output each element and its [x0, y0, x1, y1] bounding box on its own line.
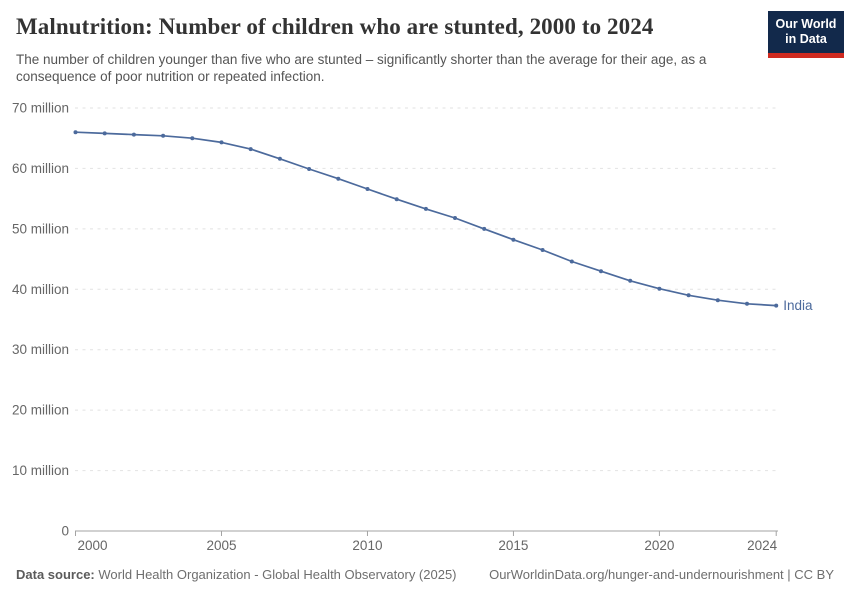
data-point[interactable]	[686, 293, 691, 298]
x-axis-tick-label: 2015	[498, 538, 528, 553]
owid-logo-line2: in Data	[785, 32, 827, 46]
data-point[interactable]	[277, 156, 282, 161]
y-axis-tick-label: 50 million	[12, 221, 69, 236]
y-axis-tick-label: 30 million	[12, 342, 69, 357]
data-point[interactable]	[482, 226, 487, 231]
footer: Data source: World Health Organization -…	[16, 567, 834, 582]
data-point[interactable]	[161, 133, 166, 138]
data-point[interactable]	[774, 303, 779, 308]
owid-logo[interactable]: Our World in Data	[768, 11, 844, 58]
y-axis-tick-label: 20 million	[12, 403, 69, 418]
data-point[interactable]	[423, 206, 428, 211]
data-source-value: World Health Organization - Global Healt…	[94, 567, 457, 582]
data-point[interactable]	[102, 131, 107, 136]
x-axis-tick-label: 2005	[206, 538, 236, 553]
x-axis-tick-label: 2024	[747, 538, 778, 553]
data-point[interactable]	[73, 130, 78, 135]
chart-title: Malnutrition: Number of children who are…	[16, 14, 654, 39]
data-point[interactable]	[599, 269, 603, 274]
x-axis-tick-label: 2000	[78, 538, 108, 553]
data-point[interactable]	[248, 147, 253, 152]
y-axis-tick-label: 70 million	[12, 101, 69, 116]
data-point[interactable]	[307, 167, 312, 171]
x-axis-tick-label: 2020	[644, 538, 674, 553]
y-axis-tick-label: 10 million	[12, 463, 69, 478]
data-point[interactable]	[131, 132, 136, 137]
y-axis-tick-label: 60 million	[12, 161, 69, 176]
series-india[interactable]: India	[73, 130, 813, 313]
y-axis-tick-label: 0	[61, 524, 69, 539]
x-axis-tick-label: 2010	[352, 538, 382, 553]
data-point[interactable]	[336, 176, 341, 181]
data-point[interactable]	[511, 237, 516, 242]
data-point[interactable]	[394, 197, 399, 202]
owid-url-link[interactable]: OurWorldinData.org/hunger-and-undernouri…	[489, 567, 834, 582]
data-source-note: Data source: World Health Organization -…	[16, 567, 457, 582]
data-point[interactable]	[745, 301, 749, 306]
data-point[interactable]	[657, 286, 662, 291]
y-axis-labels: 0 10 million 20 million 30 million 40 millio…	[12, 101, 69, 539]
gridlines	[75, 107, 778, 472]
data-line[interactable]	[74, 131, 778, 307]
data-point[interactable]	[628, 278, 633, 283]
data-point[interactable]	[453, 216, 457, 220]
data-point[interactable]	[190, 136, 195, 141]
data-point[interactable]	[715, 298, 720, 303]
data-point[interactable]	[365, 187, 370, 191]
data-source-label: Data source:	[16, 567, 95, 582]
data-point[interactable]	[569, 259, 574, 264]
chart-subtitle: The number of children younger than five…	[16, 52, 707, 84]
x-axis: 2000 2005 2010 2015 2020 2024	[75, 530, 778, 553]
y-axis-tick-label: 40 million	[12, 282, 69, 297]
owid-logo-text: Our World in Data	[776, 17, 837, 47]
series-end-label[interactable]: India	[783, 298, 813, 313]
data-point[interactable]	[540, 248, 545, 252]
data-point[interactable]	[219, 140, 224, 145]
owid-logo-line1: Our World	[775, 17, 837, 32]
